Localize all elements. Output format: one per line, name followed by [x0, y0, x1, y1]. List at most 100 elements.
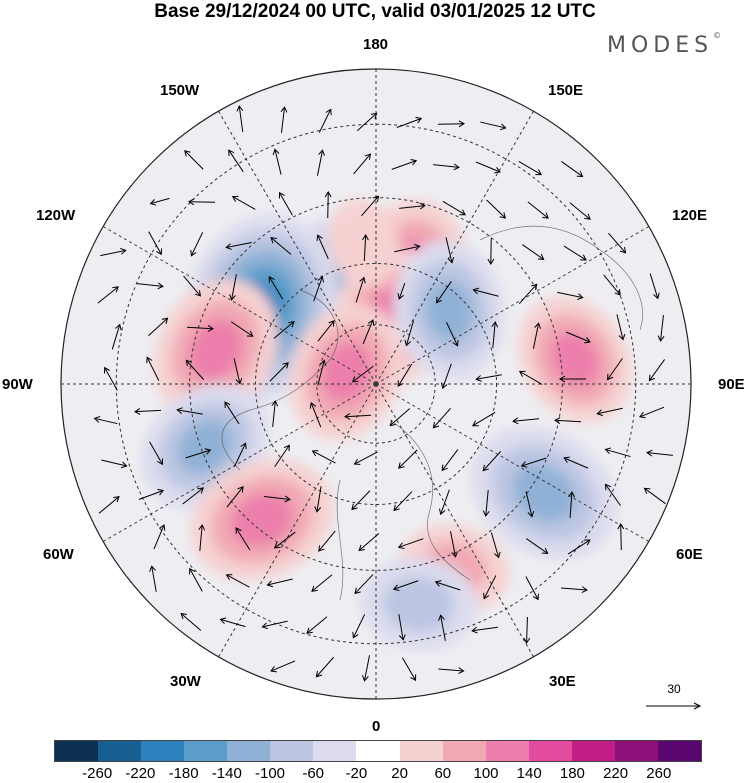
colorbar-tick-label: -180 [168, 765, 199, 782]
colorbar-tick-label: 100 [473, 765, 499, 782]
wind-arrow [569, 202, 591, 220]
wind-arrow [189, 567, 203, 592]
wind-arrow [563, 456, 589, 469]
wind-arrow [490, 532, 501, 559]
meridian-line [218, 110, 377, 385]
wind-arrow [353, 451, 378, 465]
wind-arrow [229, 274, 237, 301]
wind-arrow [436, 281, 452, 304]
wind-arrow [482, 490, 490, 517]
wind-arrow [306, 616, 328, 634]
wind-arrow [233, 358, 243, 385]
wind-arrow [512, 417, 539, 425]
wind-arrow [101, 459, 128, 469]
wind-arrow [93, 416, 118, 425]
colorbar-segment [356, 741, 400, 761]
wind-arrow [616, 314, 626, 341]
colorbar-segment [399, 741, 443, 761]
wind-arrow [226, 486, 244, 508]
wind-arrow [358, 533, 380, 552]
wind-arrow [362, 319, 375, 345]
wind-arrow [103, 366, 118, 391]
wind-arrow [324, 191, 332, 219]
wind-arrow [486, 199, 507, 219]
colorbar-segment [528, 741, 572, 761]
lon-label-60e: 60E [676, 546, 703, 563]
wind-arrow [608, 232, 627, 254]
wind-arrow [344, 413, 372, 420]
wind-arrow [272, 148, 282, 175]
wind-arrow [180, 612, 202, 631]
coastline-europe [389, 419, 471, 581]
wind-arrow [146, 356, 160, 381]
coastlines [221, 225, 643, 601]
wind-arrow [270, 237, 292, 255]
wind-arrow [437, 120, 465, 128]
wind-arrow [441, 449, 459, 472]
wind-arrow [438, 614, 446, 641]
wind-arrow [188, 198, 216, 206]
wind-arrow [398, 449, 418, 469]
wind-arrow [354, 574, 374, 595]
wind-arrow [525, 576, 539, 601]
meridian-line [375, 110, 534, 385]
wind-arrow [446, 322, 459, 347]
wind-arrow [353, 153, 372, 175]
lon-label-60w: 60W [43, 546, 74, 563]
wind-arrow [394, 243, 421, 253]
anomaly-contour [512, 464, 576, 522]
colorbar-tick-label: 260 [646, 765, 672, 782]
colorbar-segment [141, 741, 185, 761]
meridian-line [375, 383, 650, 542]
wind-arrow [316, 149, 325, 176]
wind-arrow [149, 441, 164, 466]
wind-arrow [185, 359, 205, 380]
anomaly-contour [327, 198, 400, 287]
wind-arrow [402, 657, 417, 682]
reference-arrow-icon [646, 702, 702, 710]
wind-arrow [269, 362, 289, 382]
lon-label-120e: 120E [672, 207, 708, 224]
wind-arrow [231, 195, 256, 210]
wind-arrow [391, 158, 418, 170]
wind-arrow [183, 275, 202, 297]
wind-arrow [397, 282, 406, 300]
wind-arrow [317, 320, 335, 342]
wind-arrow [138, 488, 165, 500]
lon-label-90w: 90W [2, 376, 33, 393]
wind-arrow [273, 321, 295, 339]
wind-arrow [491, 321, 499, 348]
wind-arrow [318, 108, 332, 133]
map-title: Base 29/12/2024 00 UTC, valid 03/01/2025… [154, 1, 596, 22]
lon-label-150e: 150E [548, 82, 584, 99]
wind-arrow [149, 197, 170, 206]
wind-arrow [314, 486, 322, 513]
modes-logo: MODES© [607, 31, 722, 58]
wind-arrow [97, 286, 119, 304]
wind-arrow [137, 282, 164, 290]
wind-arrow [268, 276, 284, 300]
colorbar-segment [98, 741, 142, 761]
wind-arrow [561, 586, 588, 594]
wind-arrow [264, 495, 291, 503]
wind-arrow [518, 283, 538, 304]
wind-arrow [351, 490, 371, 511]
wind-arrow [236, 105, 244, 132]
wind-arrow [148, 317, 169, 337]
lon-label-150w: 150W [160, 82, 200, 99]
wind-arrow [554, 417, 582, 424]
wind-arrow [313, 275, 324, 302]
colorbar-tick-label: 60 [434, 765, 452, 782]
meridian-line [375, 383, 534, 658]
wind-arrow [449, 531, 458, 558]
wind-arrow [404, 320, 415, 347]
wind-arrow [98, 496, 120, 514]
latitude-circle [316, 324, 436, 444]
wind-arrow [527, 201, 549, 219]
wind-arrow [233, 442, 247, 467]
anomaly-contour [550, 332, 600, 387]
wind-arrow [280, 106, 288, 133]
wind-arrow [362, 655, 371, 682]
wind-arrow [567, 539, 591, 555]
wind-arrow [559, 375, 587, 383]
